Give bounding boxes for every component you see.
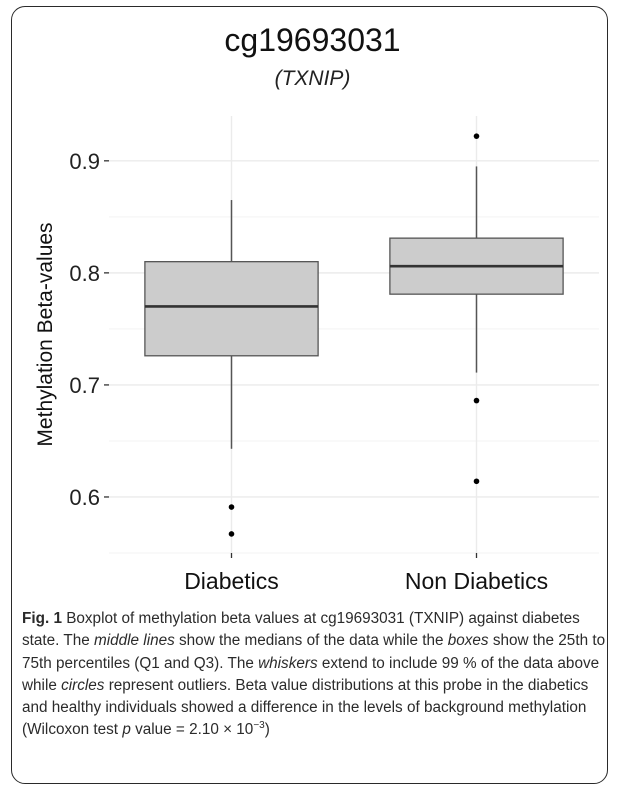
chart-title: cg19693031 bbox=[224, 22, 401, 58]
y-tick-label: 0.7 bbox=[69, 373, 100, 398]
caption-emphasis: boxes bbox=[447, 632, 489, 650]
boxplot-chart: 0.6 0.7 0.8 0.9 Diabetics Non Diabetics Methyl… bbox=[34, 116, 599, 594]
figure-frame bbox=[11, 6, 608, 784]
y-tick-label: 0.9 bbox=[69, 149, 100, 174]
caption-text: extend to include 99 % of the data above… bbox=[22, 654, 600, 694]
caption-emphasis: whiskers bbox=[258, 654, 318, 672]
caption-text: ) bbox=[264, 721, 270, 739]
y-axis-label: Methylation Beta-values bbox=[34, 222, 57, 446]
outlier-point bbox=[473, 397, 480, 404]
caption-text: represent outliers. Beta value distribut… bbox=[22, 676, 589, 739]
outlier-point bbox=[228, 504, 235, 510]
outlier-point bbox=[473, 133, 480, 139]
y-tick-label: 0.6 bbox=[69, 485, 100, 510]
x-tick-label: Diabetics bbox=[184, 568, 279, 594]
outlier-point bbox=[228, 531, 235, 537]
caption-text: show the 25th to 75th percentiles (Q1 an… bbox=[22, 632, 606, 672]
box-iqr bbox=[144, 261, 319, 357]
caption-text: Boxplot of methylation beta values at cg… bbox=[22, 610, 580, 650]
outlier-point bbox=[473, 478, 480, 485]
chart-subtitle: (TXNIP) bbox=[274, 67, 351, 90]
caption-emphasis: circles bbox=[61, 676, 105, 694]
figure-caption: Fig. 1 Boxplot of methylation beta value… bbox=[22, 608, 607, 742]
caption-emphasis: middle lines bbox=[94, 632, 175, 650]
caption-superscript: −3 bbox=[253, 720, 265, 732]
caption-text: value = 2.10 × 10 bbox=[130, 721, 254, 739]
x-tick-label: Non Diabetics bbox=[405, 568, 548, 594]
caption-fig-label: Fig. 1 bbox=[22, 610, 62, 627]
caption-emphasis: p bbox=[122, 721, 131, 739]
y-tick-label: 0.8 bbox=[69, 261, 100, 286]
caption-text: show the medians of the data while the bbox=[174, 632, 448, 650]
